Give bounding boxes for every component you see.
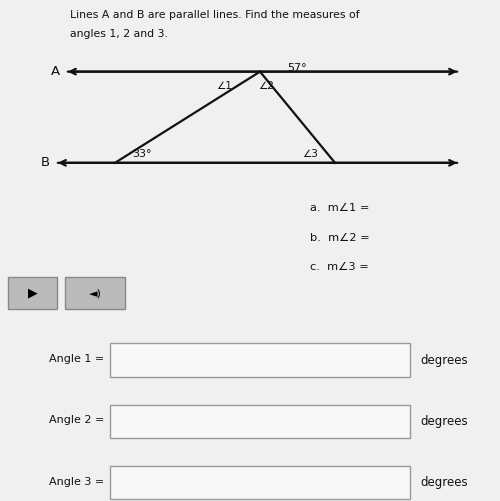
Text: degrees: degrees <box>420 415 468 428</box>
Text: Angle 1 =: Angle 1 = <box>49 354 104 364</box>
Text: ▶: ▶ <box>28 287 38 300</box>
Text: b.  m∠2 =: b. m∠2 = <box>310 233 370 242</box>
Text: ∠3: ∠3 <box>302 149 318 159</box>
Text: 57°: 57° <box>288 63 307 73</box>
Text: B: B <box>41 156 50 169</box>
Text: c.  m∠3 =: c. m∠3 = <box>310 262 369 272</box>
Text: ∠1: ∠1 <box>216 81 232 91</box>
Bar <box>110 344 410 377</box>
FancyBboxPatch shape <box>65 277 125 310</box>
Text: Angle 3 =: Angle 3 = <box>49 476 104 486</box>
Text: angles 1, 2 and 3.: angles 1, 2 and 3. <box>70 30 168 39</box>
Text: degrees: degrees <box>420 354 468 367</box>
Text: Angle 2 =: Angle 2 = <box>48 415 104 425</box>
Text: ∠2: ∠2 <box>258 82 274 91</box>
Text: Lines A and B are parallel lines. Find the measures of: Lines A and B are parallel lines. Find t… <box>70 10 360 20</box>
Text: a.  m∠1 =: a. m∠1 = <box>310 203 370 213</box>
Text: degrees: degrees <box>420 476 468 489</box>
Bar <box>110 405 410 438</box>
Text: A: A <box>51 65 60 78</box>
Text: ◄): ◄) <box>88 288 102 298</box>
Bar <box>110 466 410 499</box>
FancyBboxPatch shape <box>8 277 58 310</box>
Text: 33°: 33° <box>132 149 152 159</box>
